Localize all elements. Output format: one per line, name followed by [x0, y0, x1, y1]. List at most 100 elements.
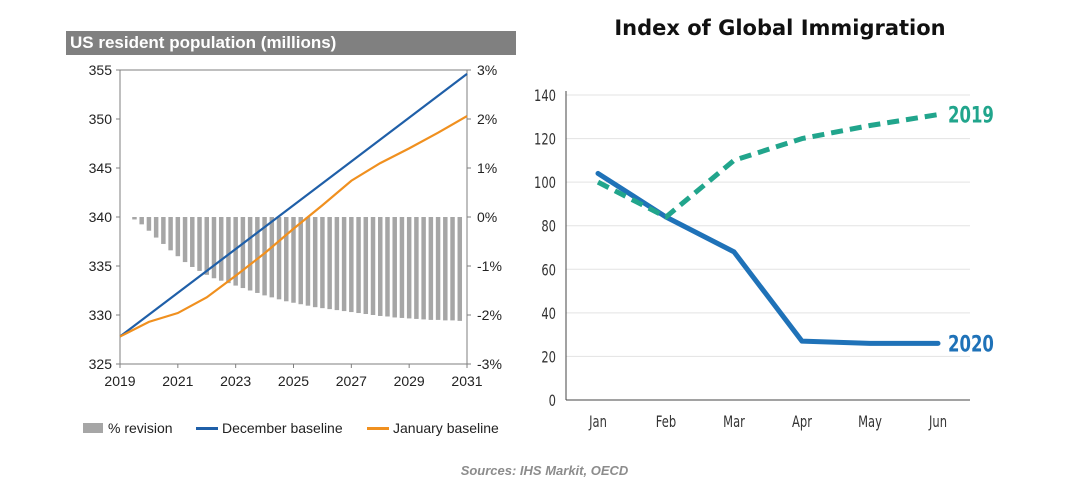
- revision-bar: [443, 217, 448, 321]
- revision-bar: [414, 217, 419, 319]
- left-chart-title: US resident population (millions): [66, 31, 516, 55]
- revision-bar: [132, 217, 137, 220]
- revision-bar: [392, 217, 397, 318]
- revision-bar: [211, 217, 217, 279]
- right-y-tick-label: 20: [541, 349, 556, 367]
- right-y-tick-label: -1%: [477, 258, 502, 274]
- revision-bar: [255, 217, 260, 293]
- legend-december: December baseline: [196, 420, 343, 436]
- source-note: Sources: IHS Markit, OECD: [460, 463, 629, 478]
- right-chart-title: Index of Global Immigration: [614, 16, 946, 40]
- revision-bar: [240, 217, 246, 289]
- revision-bar: [457, 217, 463, 321]
- left-x-tick-label: 2021: [162, 373, 193, 389]
- revision-bar: [435, 217, 441, 320]
- right-y-tick-label: 0: [549, 392, 556, 410]
- population-chart: 3553503453403353303253%2%1%0%-1%-2%-3%20…: [89, 62, 502, 389]
- legend-december-label: December baseline: [222, 420, 343, 436]
- left-x-tick-label: 2023: [220, 373, 251, 389]
- revision-bar: [161, 217, 166, 244]
- revision-bar: [269, 217, 275, 298]
- revision-bar: [378, 217, 383, 316]
- right-y-tick-label: -3%: [477, 356, 502, 372]
- left-y-tick-label: 325: [89, 356, 113, 372]
- revision-bar: [276, 217, 282, 300]
- legend-january-swatch: [367, 426, 389, 430]
- right-x-tick-label: Feb: [656, 413, 677, 431]
- right-y-tick-label: 80: [541, 218, 556, 236]
- series-2020-line: [595, 170, 941, 346]
- legend-december-swatch: [196, 426, 218, 430]
- right-y-tick-label: 60: [541, 262, 556, 280]
- revision-bar: [182, 217, 188, 263]
- left-y-tick-label: 355: [89, 62, 113, 78]
- revision-bar: [168, 217, 173, 251]
- left-y-tick-label: 350: [89, 111, 113, 127]
- legend-revision-label: % revision: [108, 420, 173, 436]
- left-x-tick-label: 2031: [451, 373, 482, 389]
- revision-bar: [139, 217, 144, 225]
- revision-bar: [305, 217, 311, 306]
- revision-bar: [284, 217, 289, 302]
- revision-bar: [298, 217, 303, 305]
- revision-bar: [363, 217, 369, 315]
- right-x-tick-label: Jun: [928, 413, 947, 431]
- revision-bar: [175, 217, 181, 257]
- revision-bar: [291, 217, 296, 303]
- revision-bar: [385, 217, 390, 317]
- legend-revision: % revision: [83, 420, 173, 436]
- legend-january-label: January baseline: [393, 420, 499, 436]
- left-y-tick-label: 345: [89, 160, 113, 176]
- revision-bar: [218, 217, 224, 281]
- left-y-tick-label: 335: [89, 258, 113, 274]
- series-2019-label: 2019: [948, 102, 994, 128]
- right-y-tick-label: 1%: [477, 160, 497, 176]
- left-y-tick-label: 330: [89, 307, 113, 323]
- revision-bar: [197, 217, 202, 271]
- revision-bar: [262, 217, 267, 296]
- revision-bar: [312, 217, 318, 308]
- january-baseline-line: [119, 115, 468, 338]
- right-y-tick-label: 3%: [477, 62, 497, 78]
- right-x-tick-label: Jan: [588, 413, 607, 431]
- left-x-tick-label: 2029: [394, 373, 425, 389]
- left-x-tick-label: 2019: [104, 373, 135, 389]
- revision-bar: [406, 217, 412, 319]
- left-x-tick-label: 2025: [278, 373, 309, 389]
- revision-bar: [349, 217, 354, 313]
- right-y-tick-label: 2%: [477, 111, 497, 127]
- immigration-chart: 140 120 100 80 60 40 20 0 Jan Feb Mar Apr May Jun 2019…: [534, 87, 994, 431]
- left-y-tick-label: 340: [89, 209, 113, 225]
- revision-bar: [146, 217, 152, 231]
- revision-bar: [356, 217, 361, 314]
- revision-bar: [341, 217, 347, 312]
- december-baseline-line: [119, 73, 468, 338]
- right-x-tick-label: Mar: [723, 413, 745, 431]
- revision-bar: [320, 217, 325, 309]
- right-y-tick-label: 0%: [477, 209, 497, 225]
- revision-bar: [233, 217, 238, 286]
- right-x-tick-label: May: [858, 413, 882, 431]
- revision-bar: [450, 217, 455, 321]
- series-2019-line: [596, 112, 939, 220]
- revision-bar: [327, 217, 332, 310]
- revision-bar: [370, 217, 376, 315]
- revision-bar: [204, 217, 209, 275]
- right-x-tick-label: Apr: [792, 413, 812, 431]
- right-y-tick-label: -2%: [477, 307, 502, 323]
- revision-bar: [399, 217, 405, 318]
- legend-january: January baseline: [367, 420, 499, 436]
- legend-revision-swatch: [83, 423, 103, 433]
- revision-bar: [428, 217, 434, 320]
- revision-bar: [190, 217, 195, 267]
- series-2020-label: 2020: [948, 331, 994, 357]
- revision-bar: [153, 217, 159, 238]
- right-y-tick-label: 100: [534, 174, 556, 192]
- revision-bar: [226, 217, 231, 284]
- right-y-tick-label: 140: [534, 87, 556, 105]
- right-y-tick-label: 40: [541, 305, 556, 323]
- left-x-tick-label: 2027: [336, 373, 367, 389]
- right-y-tick-label: 120: [534, 131, 556, 149]
- revision-bar: [421, 217, 426, 320]
